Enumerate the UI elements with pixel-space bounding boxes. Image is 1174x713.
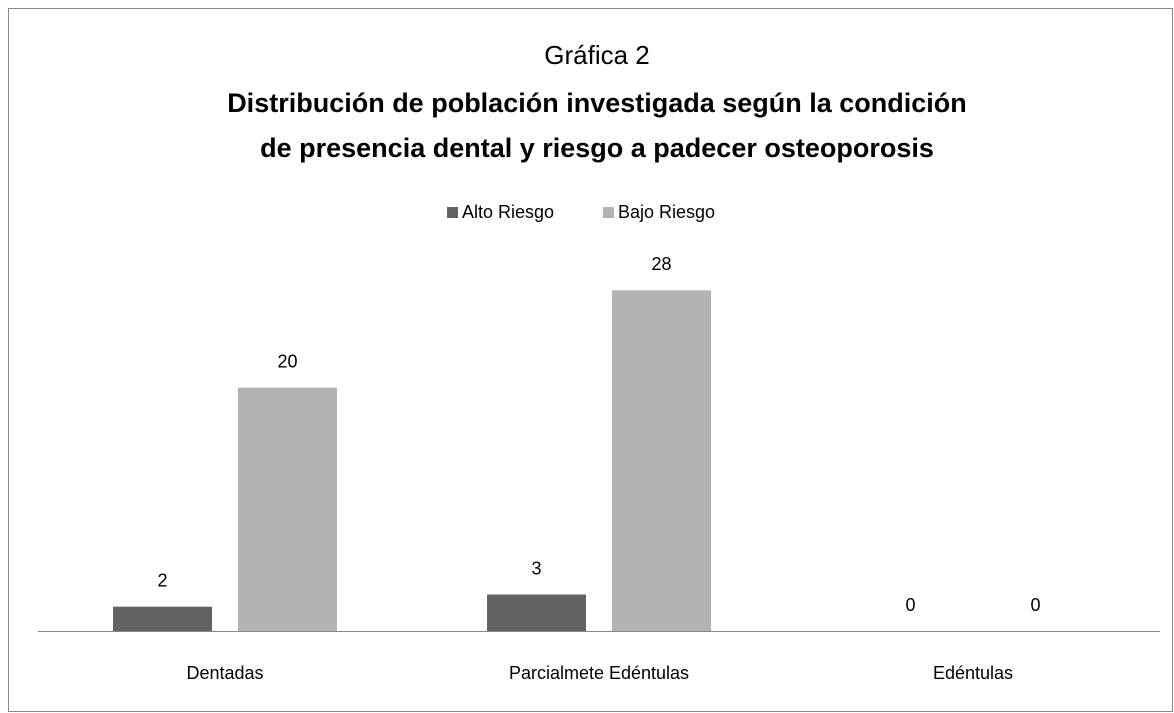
- x-tick-label: Edéntulas: [933, 663, 1013, 683]
- legend-label: Bajo Riesgo: [618, 202, 715, 222]
- chart-subtitle: Distribución de población investigada se…: [227, 88, 967, 118]
- data-label: 20: [277, 351, 297, 371]
- chart-frame: [8, 8, 1173, 712]
- chart-title: Gráfica 2: [544, 40, 650, 70]
- data-label: 2: [157, 570, 167, 590]
- bar: [487, 594, 586, 631]
- bar: [238, 387, 337, 631]
- x-tick-label: Parcialmete Edéntulas: [509, 663, 689, 683]
- data-label: 0: [905, 595, 915, 615]
- legend-swatch: [603, 207, 614, 218]
- bar: [113, 606, 212, 631]
- data-label: 28: [651, 254, 671, 274]
- x-tick-label: Dentadas: [186, 663, 263, 683]
- chart-subtitle: de presencia dental y riesgo a padecer o…: [260, 133, 934, 163]
- bar: [612, 290, 711, 631]
- data-label: 0: [1030, 595, 1040, 615]
- legend-swatch: [447, 207, 458, 218]
- legend-label: Alto Riesgo: [462, 202, 554, 222]
- data-label: 3: [531, 558, 541, 578]
